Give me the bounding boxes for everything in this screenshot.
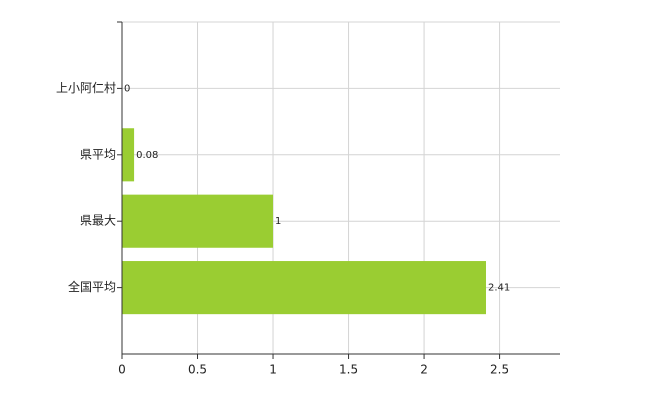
y-tick-label: 県最大 [80,214,116,228]
y-tick-label: 県平均 [80,147,116,161]
value-label: 1 [275,216,281,227]
y-tick-label: 全国平均 [68,279,116,294]
bar [122,128,135,182]
x-tick-label: 1.5 [339,363,358,377]
value-label: 0.08 [136,150,158,161]
bar [122,194,274,248]
value-label: 2.41 [488,283,510,294]
x-tick-label: 0 [118,363,126,377]
x-tick-label: 2.5 [490,363,509,377]
x-tick-label: 2 [420,363,428,377]
bar [122,261,486,315]
x-tick-label: 1 [269,363,277,377]
y-tick-label: 上小阿仁村 [56,81,116,95]
x-tick-label: 0.5 [188,363,207,377]
value-label: 0 [124,83,130,94]
